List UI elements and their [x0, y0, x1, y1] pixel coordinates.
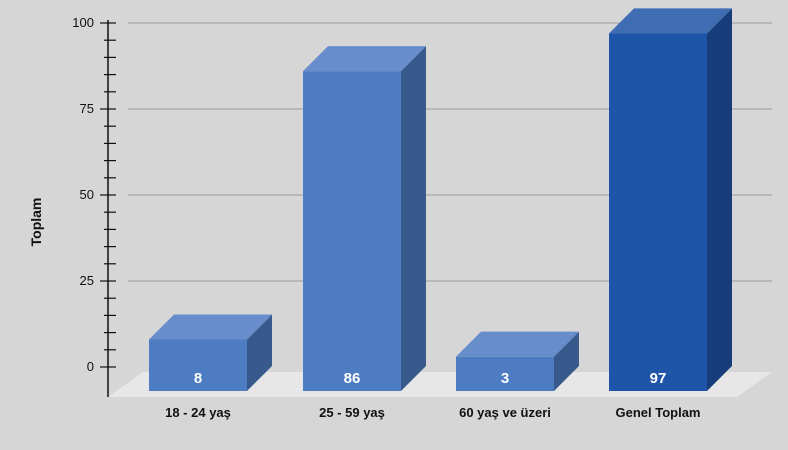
y-axis-title: Toplam [28, 198, 44, 247]
y-tick-label: 75 [80, 101, 94, 116]
x-tick-label: Genel Toplam [616, 405, 701, 420]
bar-top [149, 314, 272, 340]
data-label: 3 [501, 370, 509, 387]
bar-top [456, 331, 579, 357]
labels: 8 18 - 24 yaş 86 25 - 59 yaş 3 60 yaş ve üzer… [165, 370, 700, 420]
bar-side [554, 331, 579, 391]
bar [456, 356, 554, 391]
data-label: 86 [344, 370, 361, 387]
chart-floor-layer [108, 372, 772, 397]
x-tick-label: 18 - 24 yaş [165, 405, 231, 420]
bar [149, 339, 247, 391]
y-tick-label: 50 [80, 187, 94, 202]
data-label: 8 [194, 370, 202, 387]
bar-side [707, 8, 732, 391]
y-axis: 0 25 50 75 100 [72, 15, 116, 397]
bar [303, 71, 401, 391]
x-tick-label: 60 yaş ve üzeri [459, 405, 551, 420]
bar-top [609, 8, 732, 34]
y-tick-label: 25 [80, 273, 94, 288]
y-tick-label: 0 [87, 359, 94, 374]
data-label: 97 [650, 370, 667, 387]
bar-side [247, 314, 272, 391]
y-tick-label: 100 [72, 15, 94, 30]
bar [609, 33, 707, 391]
chart-floor [108, 372, 772, 397]
x-tick-label: 25 - 59 yaş [319, 405, 385, 420]
bar-top [303, 46, 426, 72]
bar-side [401, 46, 426, 391]
bars [149, 8, 732, 391]
